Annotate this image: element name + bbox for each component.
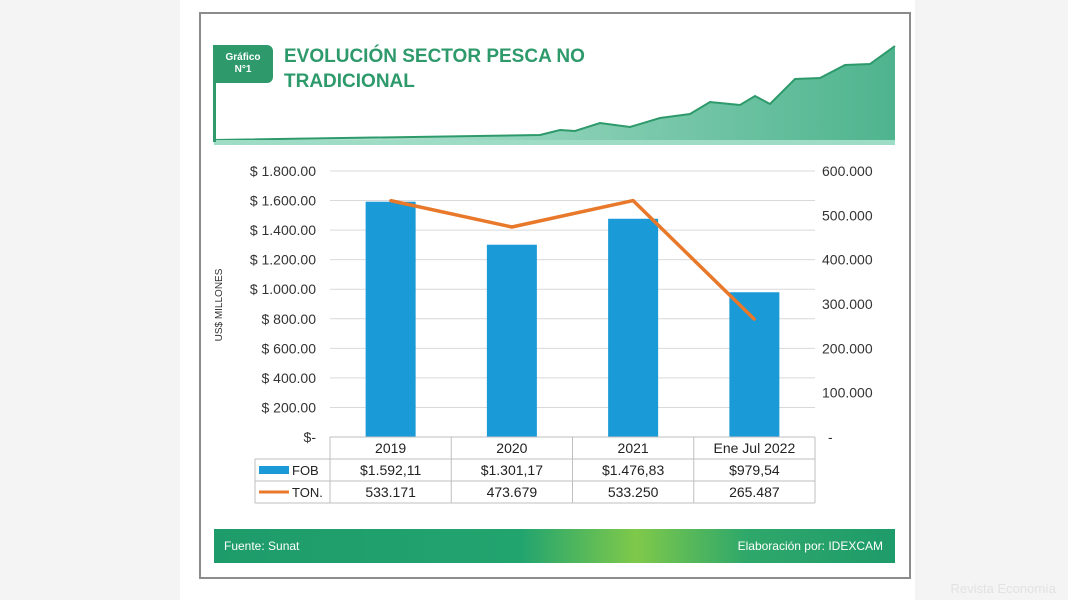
y-axis-title: US$ MILLONES [214, 268, 225, 341]
table-cell-value: 533.171 [365, 484, 416, 500]
line-point-ton [389, 199, 393, 203]
y-tick-label: $ 200.00 [262, 399, 317, 415]
table-cell-value: 265.487 [729, 484, 780, 500]
badge-number: N°1 [234, 64, 252, 75]
y2-tick-label: 100.000 [822, 385, 873, 401]
header-wave-line [213, 45, 896, 141]
line-ton [390, 198, 756, 321]
data-table: 2019 2020 2021 Ene Jul 2022 FOB $1.592,11 $1.3… [254, 436, 816, 504]
y-tick-label: $ 1.400.00 [250, 222, 316, 238]
line-series-ton [389, 198, 756, 321]
y-tick-label: $ 800.00 [262, 311, 317, 327]
y2-tick-label: 500.000 [822, 207, 873, 223]
x-tick-label: 2021 [618, 440, 649, 456]
bar-fob [729, 292, 780, 437]
table-cell-value: 533.250 [608, 484, 659, 500]
y-axis-left: $- $ 200.00 $ 400.00 $ 600.00 $ 800.00 $ 1.00… [250, 163, 317, 445]
header-wave-base [214, 140, 895, 145]
line-point-ton [510, 225, 514, 229]
table-cell-value: $1.476,83 [602, 462, 664, 478]
legend-label: TON. [292, 485, 323, 500]
bar-fob [365, 201, 416, 437]
chart-number-badge: Gráfico N°1 [213, 45, 273, 83]
line-point-ton [752, 317, 756, 321]
y-tick-label: $ 1.600.00 [250, 193, 316, 209]
header-wave-area [214, 46, 895, 140]
y2-tick-label: 300.000 [822, 296, 873, 312]
source-text: Fuente: Sunat [224, 539, 300, 553]
x-tick-label: 2020 [496, 440, 527, 456]
y2-tick-label: 400.000 [822, 252, 873, 268]
table-cell-value: 473.679 [487, 484, 538, 500]
x-tick-label: Ene Jul 2022 [714, 440, 796, 456]
legend-swatch-fob [259, 466, 289, 474]
bar-series-fob [365, 201, 780, 437]
table-cell-value: $1.301,17 [481, 462, 543, 478]
legend-label: FOB [292, 463, 319, 478]
y-tick-label: $- [304, 429, 317, 445]
y-axis-right: - 100.000 200.000 300.000 400.000 500.000 600.… [822, 163, 873, 445]
table-cell-value: $979,54 [729, 462, 780, 478]
footer-bar: Fuente: Sunat Elaboración por: IDEXCAM [214, 529, 895, 563]
watermark: Revista Economía [950, 581, 1057, 596]
y-tick-label: $ 1.000.00 [250, 281, 316, 297]
bar-fob [608, 218, 659, 437]
y2-tick-label: 600.000 [822, 163, 873, 179]
y2-tick-label: - [828, 429, 833, 445]
table-cell-value: $1.592,11 [360, 462, 421, 478]
bar-fob [486, 244, 537, 437]
y2-tick-label: 200.000 [822, 340, 873, 356]
x-tick-label: 2019 [375, 440, 406, 456]
badge-label: Gráfico [225, 52, 261, 63]
line-point-ton [631, 199, 635, 203]
y-tick-label: $ 400.00 [262, 370, 317, 386]
chart-title: EVOLUCIÓN SECTOR PESCA NO TRADICIONAL [284, 46, 585, 92]
y-tick-label: $ 1.800.00 [250, 163, 316, 179]
y-tick-label: $ 600.00 [262, 340, 317, 356]
credit-text: Elaboración por: IDEXCAM [737, 539, 883, 553]
y-tick-label: $ 1.200.00 [250, 252, 316, 268]
badge-stem [213, 78, 216, 142]
